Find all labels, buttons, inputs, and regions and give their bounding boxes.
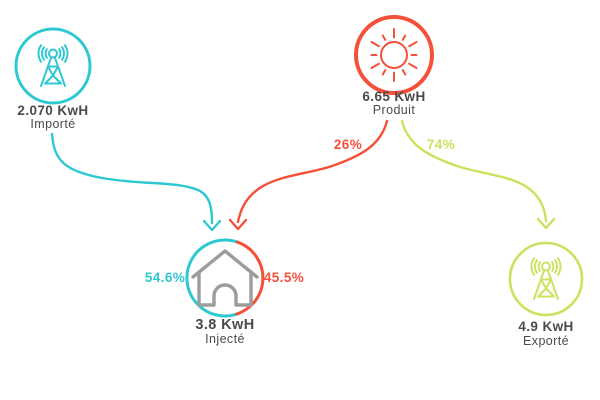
antenna-tower-icon <box>530 257 562 300</box>
produced-value: 6.65 KwH <box>362 89 426 104</box>
exported-label: Exporté <box>523 334 569 348</box>
arrowhead-down-icon <box>536 217 556 230</box>
produced-label: Produit <box>372 103 416 117</box>
produced-node-ring <box>354 15 434 95</box>
antenna-tower-icon <box>37 44 69 87</box>
injected-label: Injecté <box>205 332 245 346</box>
injected-production-share-pct: 45.5% <box>263 270 305 285</box>
arrowhead-down-icon <box>202 219 222 232</box>
flow-import-to-home-arrow <box>50 132 222 232</box>
injected-value: 3.8 KwH <box>195 317 255 333</box>
imported-node-ring <box>14 27 92 105</box>
sun-icon <box>370 28 418 82</box>
exported-value: 4.9 KwH <box>518 319 574 334</box>
arrowhead-down-icon <box>228 218 248 231</box>
exported-node-ring <box>508 241 584 317</box>
imported-label: Importé <box>30 117 76 131</box>
imported-node <box>14 27 92 105</box>
exported-node <box>508 241 584 317</box>
produced-node <box>354 15 434 95</box>
injected-import-share-pct: 54.6% <box>144 270 186 285</box>
flow-production-to-grid-pct: 74% <box>426 137 456 152</box>
flow-production-to-home-arrow <box>228 119 389 231</box>
house-icon <box>191 249 259 307</box>
flow-production-to-home-pct: 26% <box>333 137 363 152</box>
imported-value: 2.070 KwH <box>17 103 89 118</box>
injected-node-ring-import-share <box>185 238 239 318</box>
flow-production-to-grid-arrow <box>400 119 556 230</box>
injected-node-ring-production-share <box>235 240 265 316</box>
